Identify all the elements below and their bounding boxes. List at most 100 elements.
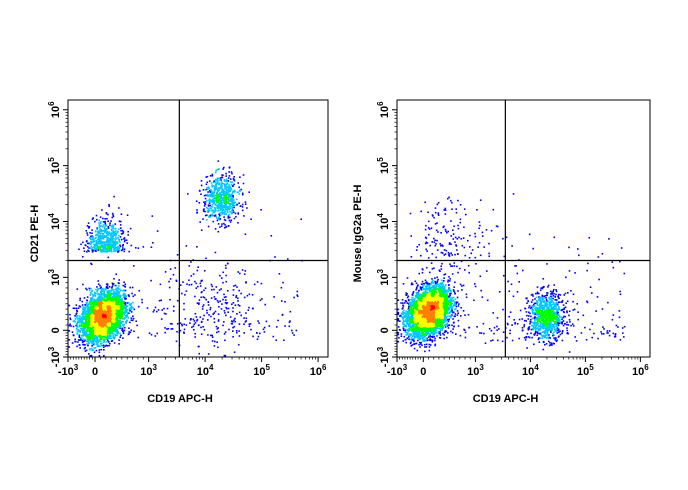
event-dot <box>78 248 80 251</box>
event-dot <box>113 328 116 331</box>
event-dot <box>211 192 214 194</box>
event-dot <box>114 330 116 333</box>
event-dot <box>92 299 95 302</box>
event-dot <box>224 192 227 195</box>
event-dot <box>111 225 113 227</box>
event-dot <box>94 321 96 323</box>
event-dot <box>100 240 103 243</box>
event-dot <box>97 283 100 285</box>
event-dot <box>108 205 110 208</box>
event-dot <box>106 306 109 309</box>
event-dot <box>111 244 114 246</box>
event-dot <box>127 317 129 319</box>
event-dot <box>119 322 122 324</box>
event-dot <box>222 189 224 191</box>
event-dot <box>236 286 238 288</box>
event-dot <box>214 196 216 199</box>
event-dot <box>112 227 114 230</box>
event-dot <box>92 349 95 351</box>
event-dot <box>115 302 118 304</box>
event-dot <box>121 308 124 311</box>
event-dot <box>115 237 118 240</box>
event-dot <box>212 201 214 204</box>
event-dot <box>104 220 106 223</box>
event-dot <box>85 326 88 329</box>
event-dot <box>237 222 239 224</box>
event-dot <box>126 242 128 244</box>
event-dot <box>225 204 228 206</box>
event-dot <box>95 335 98 337</box>
event-dot <box>68 330 71 332</box>
event-dot <box>218 187 220 189</box>
event-dot <box>228 213 231 216</box>
event-dot <box>125 310 128 313</box>
event-dot <box>215 209 217 212</box>
event-dot <box>200 180 203 182</box>
event-dot <box>234 212 237 215</box>
event-dot <box>214 310 217 313</box>
event-dot <box>104 289 107 291</box>
event-dot <box>79 305 82 308</box>
event-dot <box>94 347 97 349</box>
event-dot <box>88 320 90 323</box>
event-dot <box>109 222 111 224</box>
event-dot <box>86 328 89 330</box>
event-dot <box>105 344 108 347</box>
event-dot <box>231 206 234 209</box>
event-dot <box>110 305 113 308</box>
event-dot <box>138 289 140 292</box>
event-dot <box>196 209 198 211</box>
event-dot <box>235 215 237 218</box>
event-dot <box>86 296 89 298</box>
event-dot <box>100 345 103 347</box>
event-dot <box>110 314 113 317</box>
event-dot <box>92 342 95 344</box>
event-dot <box>192 318 195 321</box>
event-dot <box>81 341 84 344</box>
event-dot <box>111 293 113 295</box>
event-dot <box>78 321 80 324</box>
event-dot <box>81 304 84 306</box>
event-dot <box>122 284 125 287</box>
event-dot <box>106 247 109 249</box>
event-dot <box>132 295 135 298</box>
event-dot <box>80 337 83 340</box>
event-dot <box>223 180 226 182</box>
event-dot <box>221 176 224 179</box>
event-dot <box>209 214 212 217</box>
event-dot <box>100 332 102 335</box>
event-dot <box>244 233 247 235</box>
event-dot <box>128 308 131 310</box>
event-dot <box>106 249 109 251</box>
event-dot <box>76 323 78 325</box>
event-dot <box>211 213 214 216</box>
event-dot <box>110 248 113 250</box>
event-dot <box>98 293 101 296</box>
event-dot <box>126 214 129 216</box>
event-dot <box>118 317 121 319</box>
event-dot <box>83 312 85 315</box>
event-dot <box>107 309 110 312</box>
event-dot <box>119 336 121 338</box>
event-dot <box>97 330 100 332</box>
event-dot <box>100 340 102 343</box>
event-dot <box>122 305 125 307</box>
event-dot <box>102 341 104 344</box>
event-dot <box>81 339 84 342</box>
event-dot <box>77 321 79 324</box>
event-dot <box>115 236 117 238</box>
event-dot <box>220 181 223 183</box>
event-dot <box>102 217 104 220</box>
event-dot <box>86 234 89 236</box>
event-dot <box>97 292 99 295</box>
event-dot <box>105 333 108 336</box>
event-dot <box>87 344 89 347</box>
event-dot <box>94 237 97 239</box>
event-dot <box>98 226 101 229</box>
event-dot <box>119 306 122 308</box>
event-dot <box>233 183 235 186</box>
event-dot <box>123 292 125 295</box>
event-dot <box>107 319 109 322</box>
event-dot <box>104 308 107 310</box>
event-dot <box>88 247 90 249</box>
